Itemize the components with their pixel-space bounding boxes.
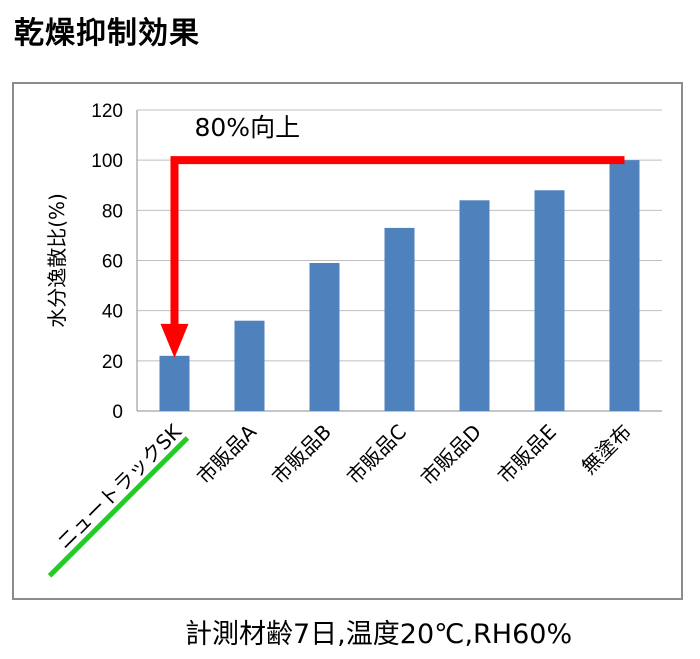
- y-tick-label: 40: [102, 302, 123, 323]
- improvement-arrow-head: [160, 323, 189, 358]
- y-tick-label: 100: [91, 151, 123, 172]
- y-tick-label: 120: [91, 101, 123, 122]
- x-tick-label: 市販品A: [192, 419, 261, 488]
- chart-frame: [12, 82, 683, 600]
- bar: [234, 320, 265, 411]
- y-tick-label: 80: [102, 201, 123, 222]
- x-tick-label: 市販品B: [267, 420, 336, 489]
- x-tick-label: 無塗布: [577, 420, 636, 479]
- measurement-conditions: 計測材齢7日,温度20℃,RH60%: [185, 619, 573, 650]
- highlight-underline: [47, 436, 190, 578]
- x-tick-label: 市販品D: [416, 420, 486, 490]
- y-tick-label: 60: [102, 252, 123, 273]
- improvement-arrow-line: [170, 156, 625, 326]
- y-axis-label: 水分逸散比(%): [45, 193, 69, 328]
- bar: [609, 160, 640, 411]
- bar: [159, 355, 190, 411]
- x-tick-label: ニュートラックSK: [52, 419, 187, 554]
- bar: [384, 227, 415, 411]
- bar: [534, 190, 565, 411]
- y-tick-label: 0: [112, 402, 123, 423]
- bar: [459, 200, 490, 411]
- improvement-annotation: 80%向上: [195, 113, 301, 142]
- y-tick-label: 20: [102, 352, 123, 373]
- x-tick-label: 市販品E: [493, 420, 561, 488]
- x-tick-label: 市販品C: [342, 420, 411, 489]
- bar: [309, 263, 340, 411]
- page-title: 乾燥抑制効果: [14, 16, 200, 51]
